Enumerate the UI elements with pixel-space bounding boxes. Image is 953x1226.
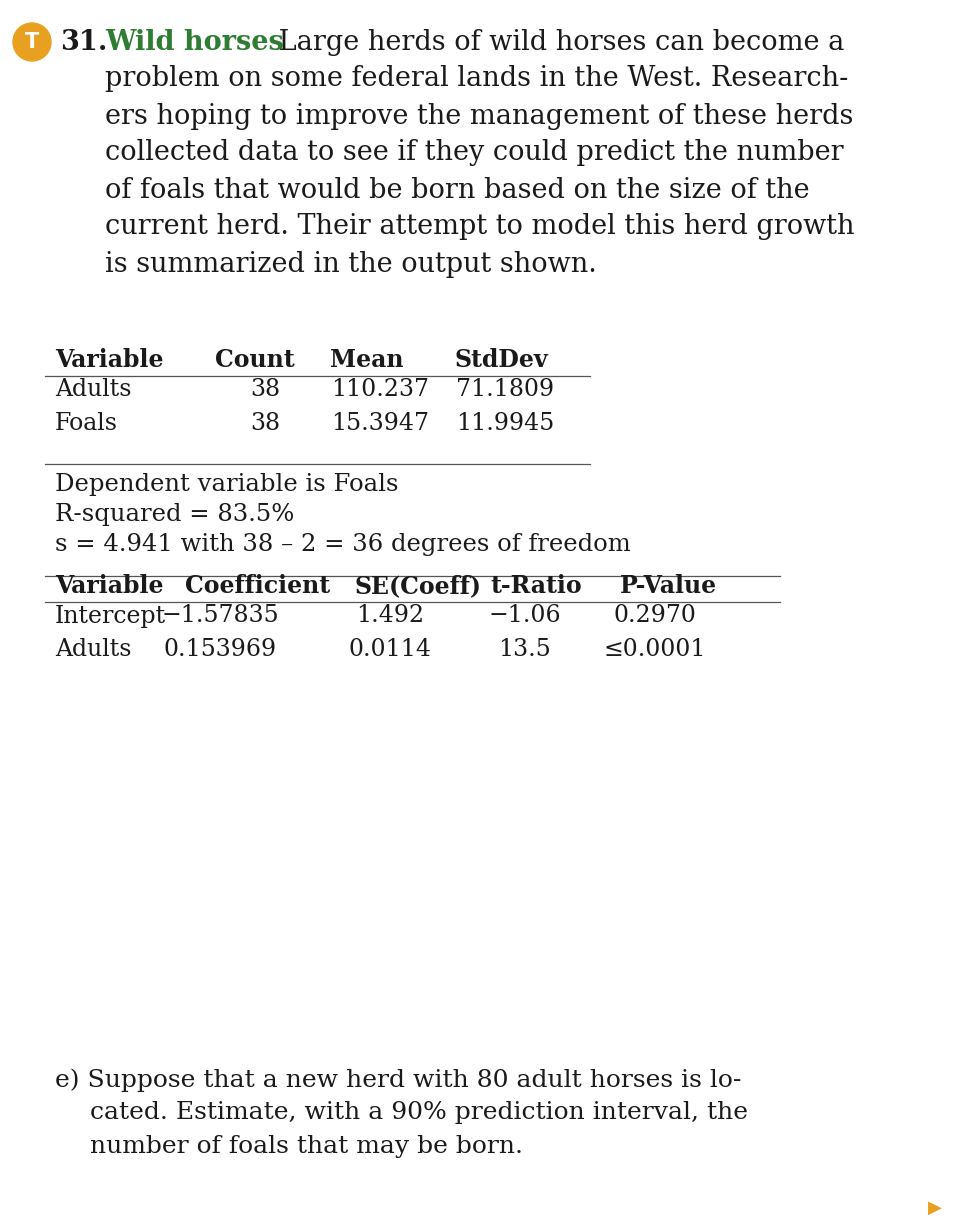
Text: Intercept: Intercept xyxy=(55,604,166,628)
Text: s = 4.941 with 38 – 2 = 36 degrees of freedom: s = 4.941 with 38 – 2 = 36 degrees of fr… xyxy=(55,532,630,555)
Text: 11.9945: 11.9945 xyxy=(456,412,554,434)
Circle shape xyxy=(13,23,51,61)
Text: Coefficient: Coefficient xyxy=(185,574,330,598)
Text: ≤0.0001: ≤0.0001 xyxy=(603,638,705,661)
Text: Large herds of wild horses can become a: Large herds of wild horses can become a xyxy=(270,28,843,55)
Text: 71.1809: 71.1809 xyxy=(456,379,554,401)
Text: Wild horses: Wild horses xyxy=(105,28,283,55)
Text: Mean: Mean xyxy=(330,348,403,371)
Text: Dependent variable is Foals: Dependent variable is Foals xyxy=(55,472,398,495)
Text: problem on some federal lands in the West. Research-: problem on some federal lands in the Wes… xyxy=(105,65,847,92)
Text: t-Ratio: t-Ratio xyxy=(490,574,581,598)
Text: −1.57835: −1.57835 xyxy=(161,604,278,628)
Text: Foals: Foals xyxy=(55,412,118,434)
Text: StdDev: StdDev xyxy=(455,348,548,371)
Text: 31.: 31. xyxy=(60,28,108,55)
Text: 0.2970: 0.2970 xyxy=(613,604,696,628)
Text: ▶: ▶ xyxy=(927,1199,941,1217)
Text: −1.06: −1.06 xyxy=(488,604,560,628)
Text: e) Suppose that a new herd with 80 adult horses is lo-: e) Suppose that a new herd with 80 adult… xyxy=(55,1068,740,1092)
Text: of foals that would be born based on the size of the: of foals that would be born based on the… xyxy=(105,177,809,204)
Text: 1.492: 1.492 xyxy=(355,604,424,628)
Text: is summarized in the output shown.: is summarized in the output shown. xyxy=(105,250,597,277)
Text: number of foals that may be born.: number of foals that may be born. xyxy=(90,1134,522,1157)
Text: Adults: Adults xyxy=(55,379,132,401)
Text: 38: 38 xyxy=(250,379,280,401)
Text: Count: Count xyxy=(214,348,294,371)
Text: 110.237: 110.237 xyxy=(331,379,429,401)
Text: R-squared = 83.5%: R-squared = 83.5% xyxy=(55,503,294,526)
Text: current herd. Their attempt to model this herd growth: current herd. Their attempt to model thi… xyxy=(105,213,854,240)
Text: 0.0114: 0.0114 xyxy=(348,638,431,661)
Text: cated. Estimate, with a 90% prediction interval, the: cated. Estimate, with a 90% prediction i… xyxy=(90,1101,747,1124)
Text: Variable: Variable xyxy=(55,348,163,371)
Text: 38: 38 xyxy=(250,412,280,434)
Text: SE(Coeff): SE(Coeff) xyxy=(355,574,481,598)
Text: 0.153969: 0.153969 xyxy=(163,638,276,661)
Text: P-Value: P-Value xyxy=(619,574,717,598)
Text: 13.5: 13.5 xyxy=(498,638,551,661)
Text: Variable: Variable xyxy=(55,574,163,598)
Text: 15.3947: 15.3947 xyxy=(331,412,429,434)
Text: ers hoping to improve the management of these herds: ers hoping to improve the management of … xyxy=(105,103,853,130)
Text: T: T xyxy=(25,32,39,51)
Text: collected data to see if they could predict the number: collected data to see if they could pred… xyxy=(105,140,842,167)
Text: Adults: Adults xyxy=(55,638,132,661)
